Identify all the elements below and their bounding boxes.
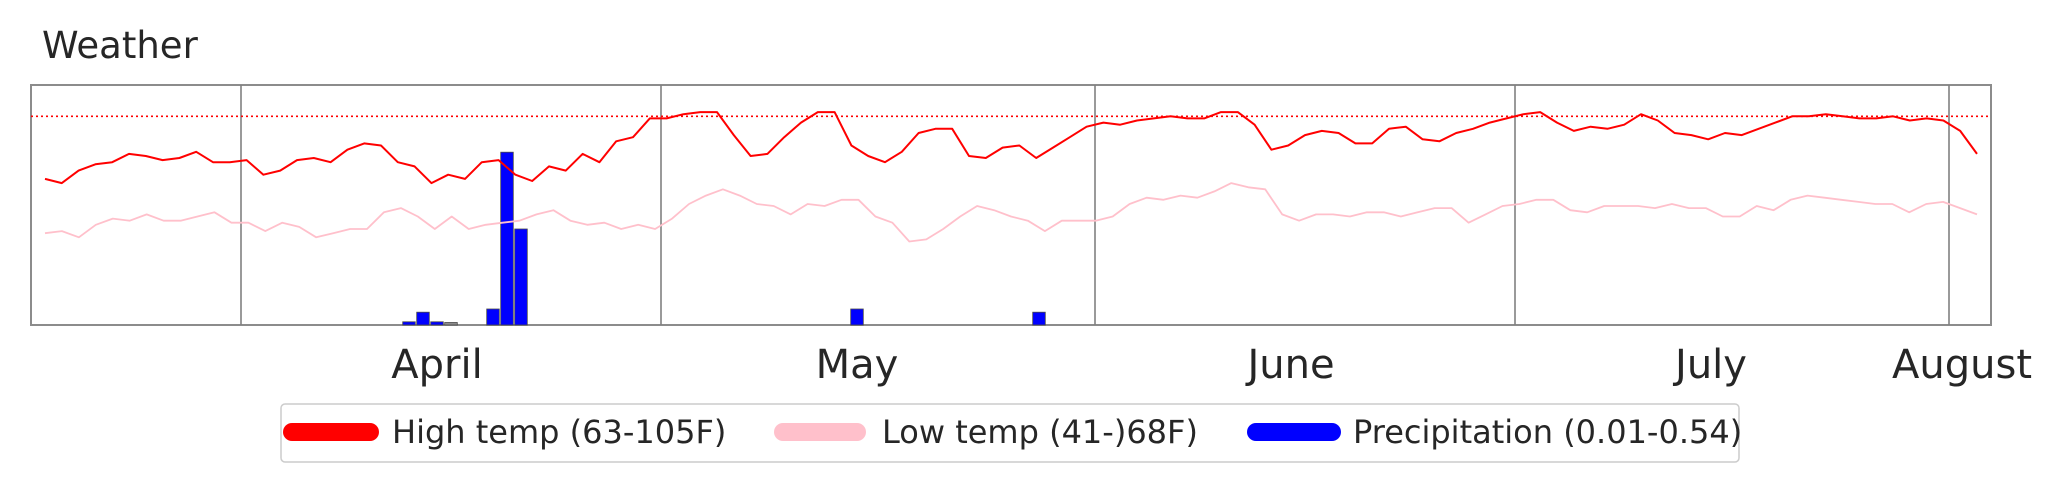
- legend-label-precipitation: Precipitation (0.01-0.54): [1353, 413, 1742, 451]
- legend-box: [280, 403, 1740, 463]
- precip-bar: [500, 151, 514, 326]
- precipitation-bars: [402, 151, 1046, 326]
- month-label: August: [1892, 342, 2032, 388]
- month-label: April: [391, 342, 482, 388]
- month-label: July: [1672, 342, 1747, 388]
- precip-bar: [1032, 311, 1046, 326]
- legend: High temp (63-105F) Low temp (41-)68F) P…: [280, 403, 1742, 463]
- precip-bar: [402, 321, 416, 326]
- precip-bar: [850, 308, 864, 326]
- high-temp-line: [44, 111, 1978, 185]
- precip-bar: [514, 228, 528, 326]
- precip-bar: [486, 308, 500, 326]
- precip-bar: [430, 321, 444, 326]
- month-label: June: [1244, 342, 1334, 388]
- precip-bar: [444, 322, 458, 326]
- legend-label-high-temp: High temp (63-105F): [392, 413, 726, 451]
- legend-label-low-temp: Low temp (41-)68F): [882, 413, 1198, 451]
- chart-title: Weather: [42, 24, 199, 67]
- month-labels: April May June July August: [391, 342, 2032, 388]
- month-label: May: [816, 342, 899, 388]
- low-temp-line: [44, 182, 1978, 243]
- plot-frame: [30, 84, 1992, 326]
- precip-bar: [416, 311, 430, 326]
